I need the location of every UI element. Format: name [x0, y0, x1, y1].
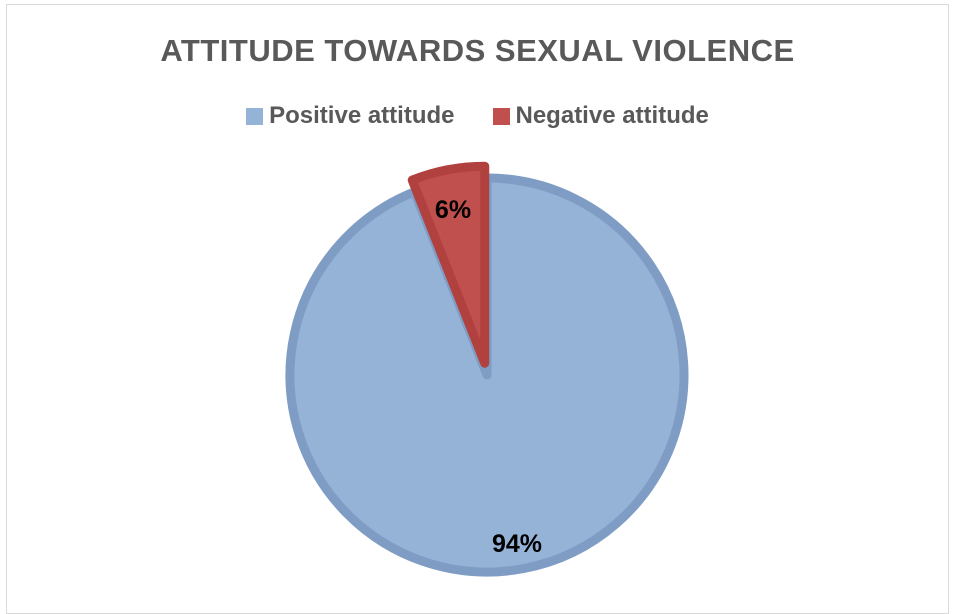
- legend-item-negative: Negative attitude: [492, 102, 709, 130]
- legend-item-positive: Positive attitude: [246, 102, 455, 130]
- legend-label-negative: Negative attitude: [515, 102, 709, 129]
- legend-swatch-negative: [492, 107, 510, 125]
- data-label-positive: 94%: [492, 530, 542, 558]
- legend-swatch-positive: [246, 107, 264, 125]
- pie-slice-positive: [285, 173, 689, 577]
- legend: Positive attitude Negative attitude: [0, 102, 955, 130]
- pie-chart: 94% 6%: [285, 161, 689, 577]
- data-label-negative: 6%: [435, 196, 471, 224]
- chart-title: ATTITUDE TOWARDS SEXUAL VIOLENCE: [160, 33, 795, 68]
- legend-label-positive: Positive attitude: [269, 102, 455, 129]
- pie-slice-negative: [407, 161, 490, 368]
